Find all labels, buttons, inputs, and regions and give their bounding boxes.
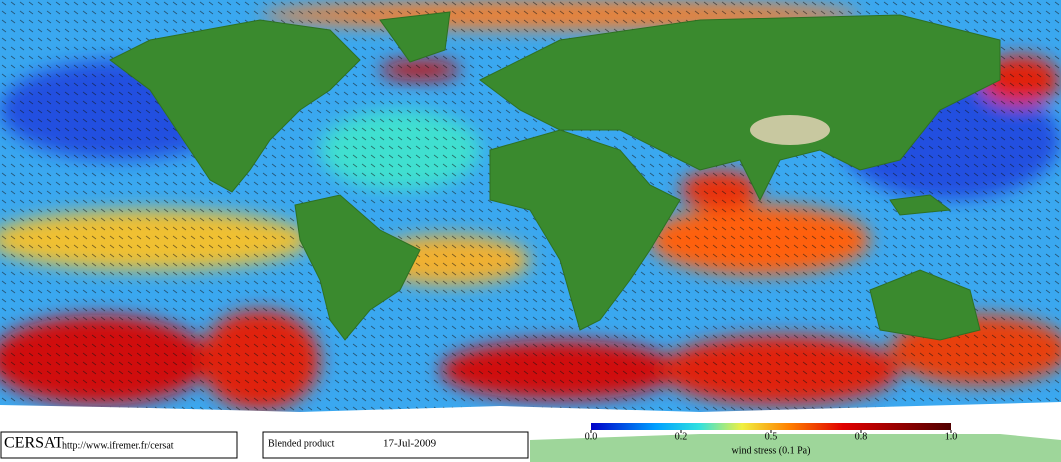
colorbar-label: wind stress (0.1 Pa)	[732, 445, 811, 456]
colorbar-tick-label: 0.8	[855, 431, 868, 442]
colorbar	[591, 423, 951, 430]
url: http://www.ifremer.fr/cersat	[62, 440, 174, 451]
date: 17-Jul-2009	[383, 438, 437, 450]
land-strip	[530, 434, 1061, 462]
product: Blended product	[268, 438, 335, 449]
colorbar-tick-label: 1.0	[945, 431, 958, 442]
land	[109, 11, 1001, 341]
colorbar-tick-label: 0.0	[585, 431, 598, 442]
plateau	[750, 115, 830, 145]
source-box	[0, 431, 238, 459]
colorbar-tick-label: 0.2	[675, 431, 688, 442]
product-box	[262, 431, 529, 459]
colorbar-tick-label: 0.5	[765, 431, 778, 442]
source: CERSAT	[4, 435, 64, 452]
